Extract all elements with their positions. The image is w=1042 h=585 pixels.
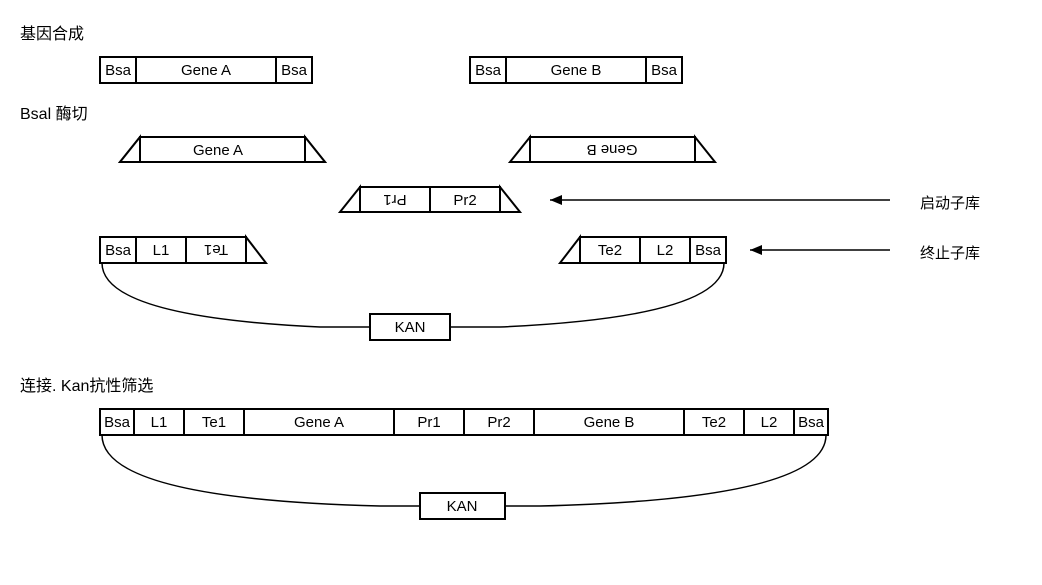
kan-label: KAN bbox=[447, 498, 478, 515]
pr2-label: Pr2 bbox=[453, 192, 476, 209]
kan-label: KAN bbox=[395, 319, 426, 336]
bsa-label: Bsa bbox=[475, 62, 502, 79]
gene-b-cut: Gene B bbox=[510, 137, 715, 162]
terminator-row: Bsa L1 Te1 Te2 L2 Bsa 终止子库 KAN bbox=[20, 232, 1022, 352]
te1-label: Te1 bbox=[202, 414, 226, 431]
terminator-lib-label: 终止子库 bbox=[920, 245, 980, 262]
bsa-label: Bsa bbox=[281, 62, 308, 79]
te1-label: Te1 bbox=[204, 241, 228, 258]
stage3-label: 连接. Kan抗性筛选 bbox=[20, 372, 1022, 396]
gene-a-label: Gene A bbox=[181, 62, 231, 79]
stage2-row1: Gene A Gene B bbox=[20, 132, 1022, 172]
left-terminator-fragment: Bsa L1 Te1 bbox=[100, 237, 266, 263]
bsa-label: Bsa bbox=[105, 62, 132, 79]
bsa-label: Bsa bbox=[651, 62, 678, 79]
gene-b-label: Gene B bbox=[551, 62, 602, 79]
bsa-label: Bsa bbox=[798, 414, 825, 431]
te2-label: Te2 bbox=[702, 414, 726, 431]
right-terminator-fragment: Te2 L2 Bsa bbox=[560, 237, 726, 263]
l1-label: L1 bbox=[151, 414, 168, 431]
gene-b-cassette: Bsa Gene B Bsa bbox=[470, 57, 682, 83]
pr1-label: Pr1 bbox=[417, 414, 440, 431]
promoter-svg: Pr1 Pr2 启动子库 bbox=[20, 182, 1020, 222]
gene-b-cut-label-flipped: Gene B bbox=[587, 141, 638, 158]
l2-label: L2 bbox=[761, 414, 778, 431]
l2-label: L2 bbox=[657, 242, 674, 259]
stage2-label: Bsal 酶切 bbox=[20, 100, 1022, 124]
gene-a-cut-label: Gene A bbox=[193, 142, 243, 159]
gene-b-label: Gene B bbox=[584, 414, 635, 431]
promoter-lib-label: 启动子库 bbox=[920, 195, 980, 212]
l1-label: L1 bbox=[153, 242, 170, 259]
promoter-fragment: Pr1 Pr2 bbox=[340, 187, 520, 212]
pr1-label: Pr1 bbox=[383, 191, 406, 208]
stage3-row: Bsa L1 Te1 Gene A Pr1 Pr2 Gene B Te2 L2 … bbox=[20, 404, 1022, 534]
pr2-label: Pr2 bbox=[487, 414, 510, 431]
stage1-label: 基因合成 bbox=[20, 20, 1022, 44]
gene-a-cut: Gene A bbox=[120, 137, 325, 162]
arrow-head-icon bbox=[750, 245, 762, 255]
te2-label: Te2 bbox=[598, 242, 622, 259]
final-construct: Bsa L1 Te1 Gene A Pr1 Pr2 Gene B Te2 L2 … bbox=[100, 409, 828, 435]
bsa-label: Bsa bbox=[104, 414, 131, 431]
bsa-label: Bsa bbox=[105, 242, 132, 259]
arrow-head-icon bbox=[550, 195, 562, 205]
stage2-svg1: Gene A Gene B bbox=[20, 132, 1020, 172]
gene-a-label: Gene A bbox=[294, 414, 344, 431]
gene-a-cassette: Bsa Gene A Bsa bbox=[100, 57, 312, 83]
bsa-label: Bsa bbox=[695, 242, 722, 259]
terminator-svg: Bsa L1 Te1 Te2 L2 Bsa 终止子库 KAN bbox=[20, 232, 1020, 352]
stage3-svg: Bsa L1 Te1 Gene A Pr1 Pr2 Gene B Te2 L2 … bbox=[20, 404, 1020, 534]
stage1-svg: Bsa Gene A Bsa Bsa Gene B Bsa bbox=[20, 52, 1020, 90]
promoter-row: Pr1 Pr2 启动子库 bbox=[20, 182, 1022, 222]
stage1-row: Bsa Gene A Bsa Bsa Gene B Bsa bbox=[20, 52, 1022, 90]
